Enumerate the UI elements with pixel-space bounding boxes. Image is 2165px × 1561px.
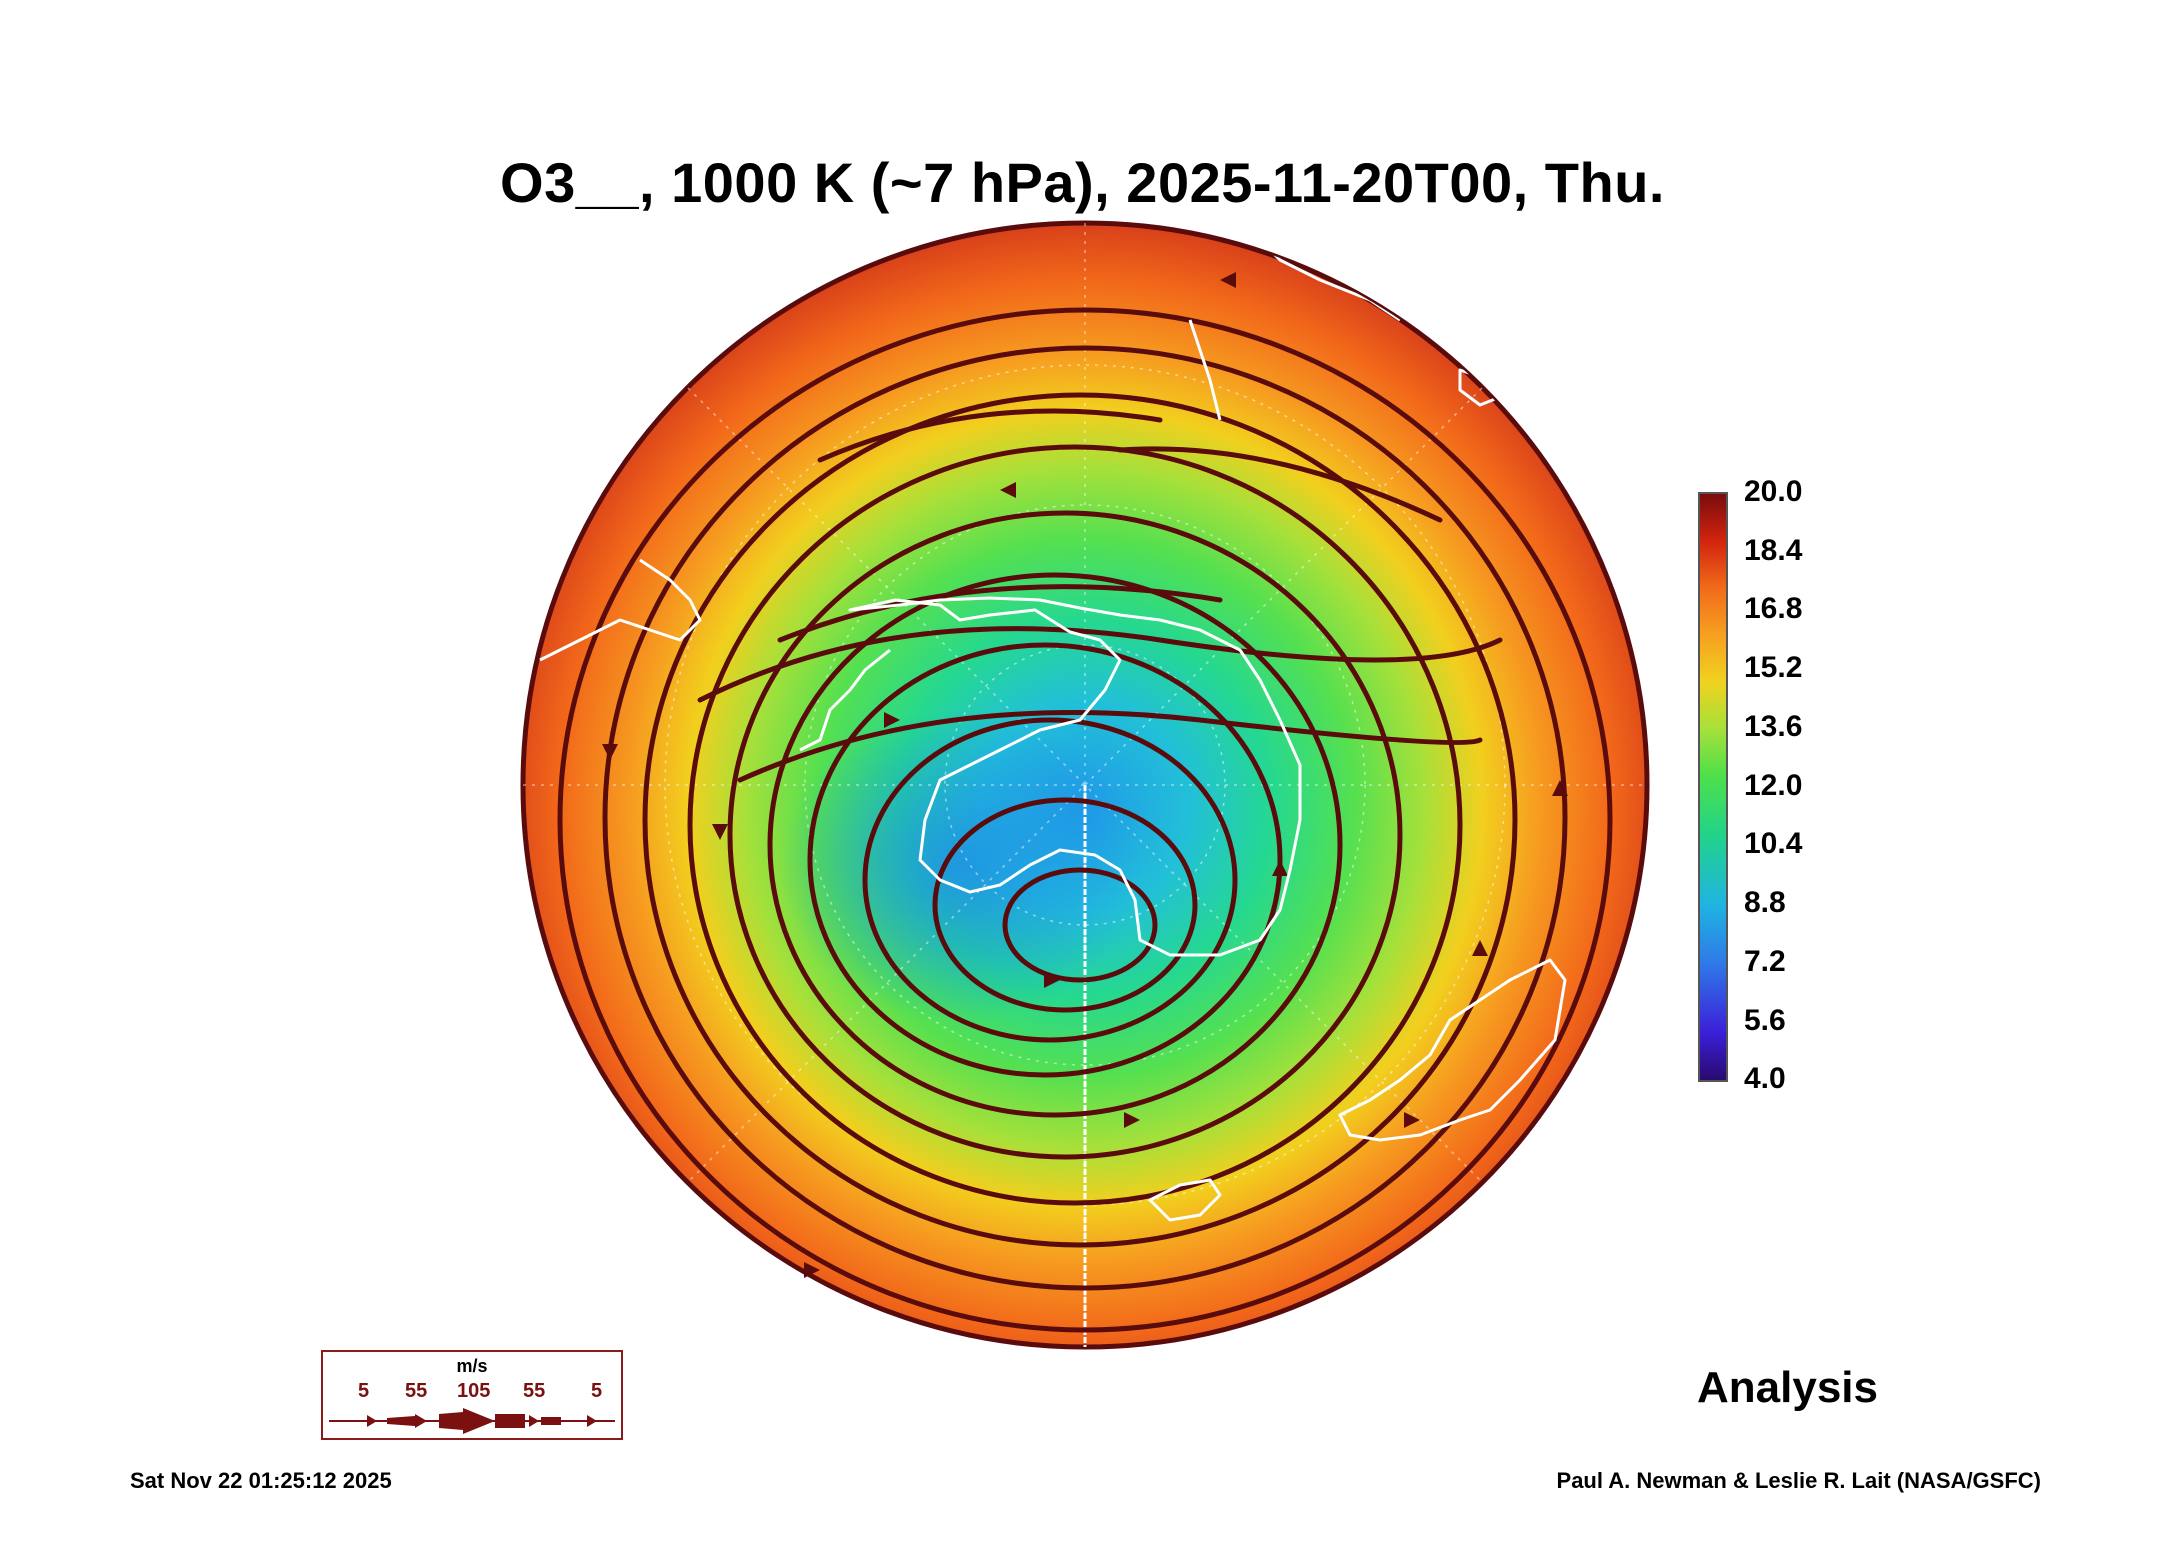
- colorbar-tick: 5.6: [1744, 1004, 1786, 1037]
- timestamp: Sat Nov 22 01:25:12 2025: [130, 1468, 392, 1493]
- colorbar-tick: 10.4: [1744, 827, 1803, 860]
- polar-map: [520, 220, 1650, 1350]
- colorbar-tick: 8.8: [1744, 886, 1786, 919]
- colorbar-tick: 16.8: [1744, 592, 1803, 625]
- colorbar-tick: 12.0: [1744, 769, 1803, 802]
- colorbar-tick: 18.4: [1744, 534, 1803, 567]
- vortex-core: [690, 580, 1290, 1100]
- wind-label: 5: [591, 1380, 603, 1402]
- colorbar-tick: 4.0: [1744, 1062, 1786, 1095]
- map-title: O3__, 1000 K (~7 hPa), 2025-11-20T00, Th…: [500, 151, 1665, 214]
- analysis-label: Analysis: [1697, 1363, 1878, 1412]
- colorbar-tick: 7.2: [1744, 945, 1786, 978]
- colorbar-tick: 15.2: [1744, 651, 1803, 684]
- credit: Paul A. Newman & Leslie R. Lait (NASA/GS…: [1556, 1468, 2041, 1493]
- wind-label: 5: [358, 1380, 370, 1402]
- colorbar-tick: 20.0: [1744, 475, 1803, 508]
- wind-scale-arrow: [329, 1408, 615, 1434]
- wind-label: 105: [457, 1380, 491, 1402]
- wind-label: 55: [523, 1380, 546, 1402]
- wind-speed-legend: m/s 5 55 105 55 5: [321, 1350, 623, 1440]
- colorbar: [1698, 492, 1728, 1082]
- colorbar-tick: 13.6: [1744, 710, 1803, 743]
- streamlines: [557, 307, 1613, 1333]
- streamline-arrows: [602, 272, 1568, 1278]
- wind-label: 55: [405, 1380, 428, 1402]
- wind-unit: m/s: [456, 1356, 488, 1376]
